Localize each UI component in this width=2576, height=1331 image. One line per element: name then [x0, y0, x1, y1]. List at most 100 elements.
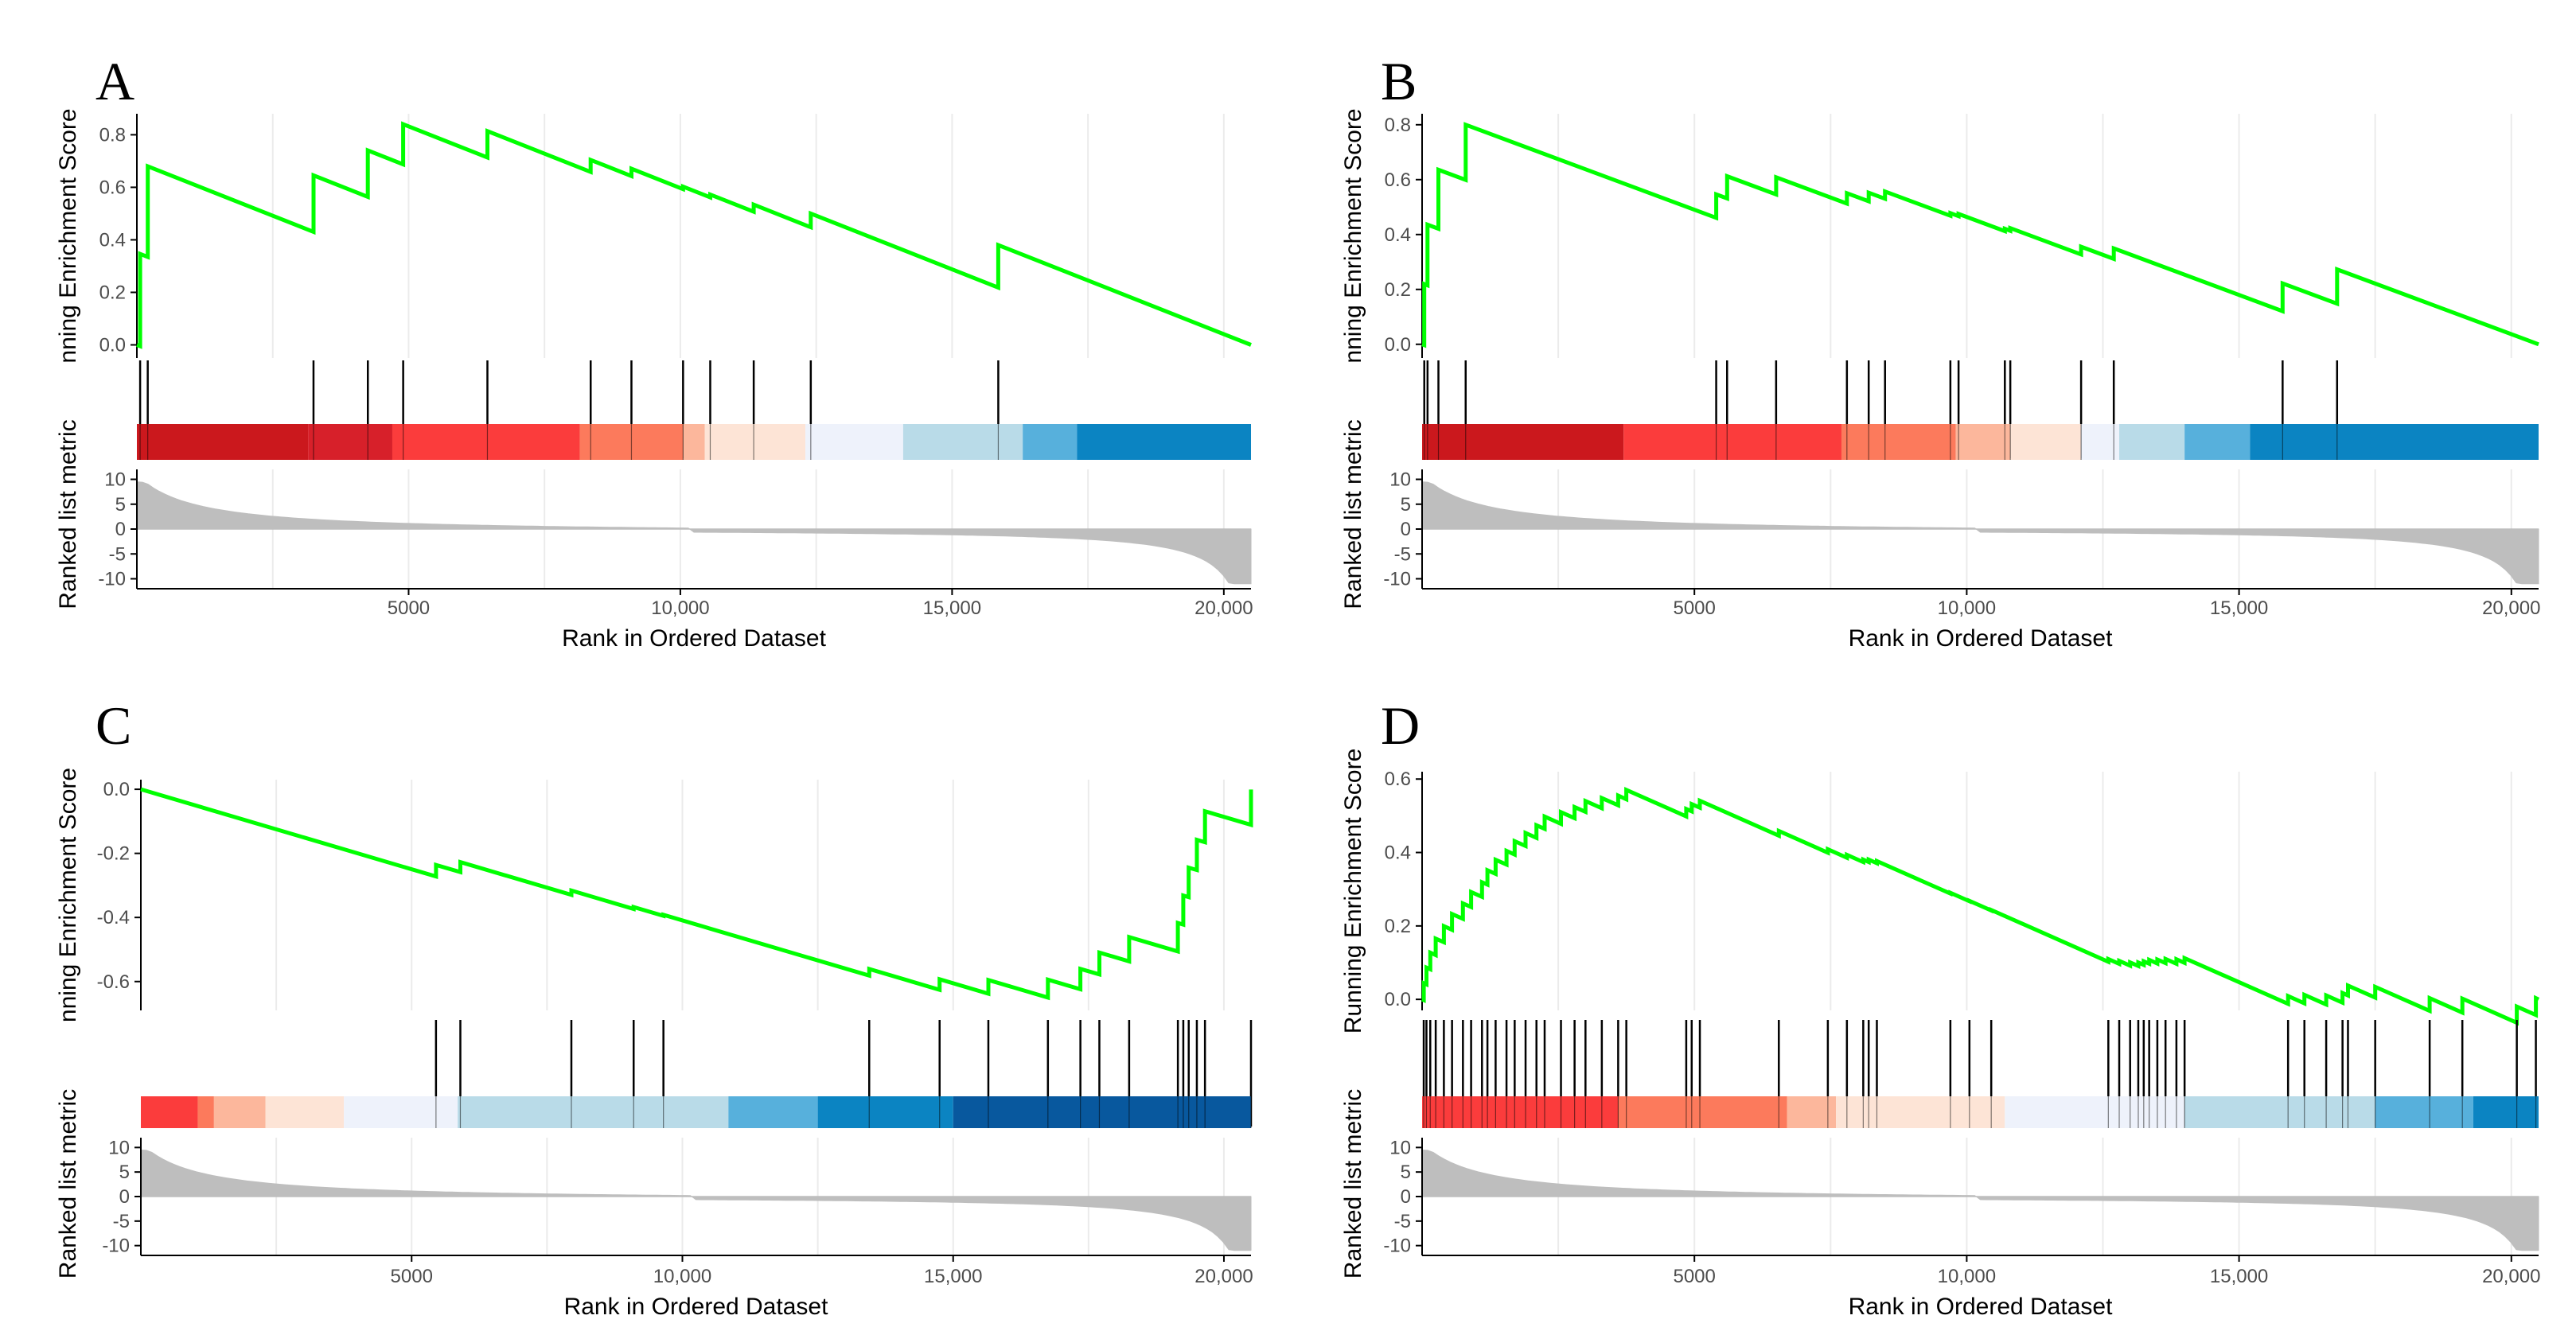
rank-y-tick-label: 5	[1401, 494, 1411, 516]
x-tick-label: 15,000	[2210, 1266, 2268, 1287]
rank-y-axis-title: Ranked list metric	[1340, 1089, 1366, 1278]
x-tick-label: 5000	[388, 597, 430, 619]
color-bar-segment	[265, 1096, 345, 1128]
x-tick-label: 15,000	[2210, 597, 2268, 619]
es-y-tick-label: 0.2	[99, 282, 126, 303]
color-bar-segment	[817, 1096, 953, 1128]
x-tick-label: 15,000	[923, 597, 981, 619]
color-bar-segment	[2010, 424, 2082, 460]
ranked-list-area	[1421, 481, 2539, 585]
x-tick-label: 10,000	[1938, 1266, 1996, 1287]
rank-y-axis-title: Ranked list metric	[1340, 419, 1366, 609]
es-y-tick-label: 0.2	[1385, 916, 1411, 937]
color-bar-segment	[953, 1096, 1251, 1128]
es-y-tick-label: 0.6	[1385, 769, 1411, 790]
color-bar-segment	[2119, 424, 2185, 460]
rank-y-tick-label: -5	[113, 1211, 130, 1232]
panel-c: C 0.0 -0.2 -0.4 -0.6 nning Enrichment Score 10…	[55, 695, 1253, 1320]
ranked-list-area	[136, 481, 1252, 585]
color-bar-segment	[805, 424, 903, 460]
x-tick-label: 10,000	[1938, 597, 1996, 619]
x-tick-label: 20,000	[1194, 597, 1253, 619]
color-bar-segment	[1422, 1096, 1619, 1128]
panel-d: D 0.0 0.2 0.4 0.6 Running Enrichment Score 10 5…	[1340, 695, 2540, 1320]
es-y-tick-label: 0.6	[99, 177, 126, 198]
rank-y-tick-label: 0	[119, 1186, 130, 1208]
rank-y-tick-label: 0	[115, 519, 126, 540]
rank-y-tick-label: -5	[1394, 1211, 1411, 1232]
color-bar-segment	[2250, 424, 2539, 460]
es-y-tick-label: 0.6	[1385, 169, 1411, 191]
es-y-tick-label: 0.4	[1385, 224, 1411, 246]
color-bar-segment	[2184, 424, 2251, 460]
es-y-axis-title: nning Enrichment Score	[55, 768, 81, 1022]
enrichment-score-line	[140, 787, 1253, 1001]
es-y-tick-label: 0.4	[1385, 843, 1411, 864]
rank-y-axis-title: Ranked list metric	[55, 419, 81, 609]
color-bar-segment	[1841, 424, 1956, 460]
color-bar-segment	[141, 1096, 198, 1128]
rank-y-tick-label: -10	[98, 569, 126, 590]
enrichment-score-line	[1421, 122, 2539, 348]
color-bar-segment	[458, 1096, 729, 1128]
x-tick-label: 10,000	[651, 597, 709, 619]
es-y-axis-title: Running Enrichment Score	[1340, 749, 1366, 1034]
ranked-list-area	[1421, 1149, 2539, 1251]
color-bar-segment	[2005, 1096, 2185, 1128]
color-bar-segment	[1077, 424, 1251, 460]
es-y-tick-label: -0.2	[97, 843, 130, 865]
es-y-tick-label: -0.4	[97, 907, 130, 928]
color-bar-segment	[1023, 424, 1078, 460]
es-y-tick-label: -0.6	[97, 971, 130, 993]
es-y-tick-label: 0.8	[99, 124, 126, 146]
es-y-tick-label: 0.0	[1385, 989, 1411, 1010]
rank-y-tick-label: 10	[108, 1137, 130, 1158]
color-bar-segment	[1955, 424, 2011, 460]
rank-y-tick-label: -10	[1383, 1236, 1411, 1257]
x-tick-label: 5000	[391, 1266, 433, 1287]
color-bar-segment	[1422, 424, 1624, 460]
color-bar-segment	[1836, 1096, 2005, 1128]
x-axis-title: Rank in Ordered Dataset	[1849, 625, 2113, 652]
color-bar-segment	[308, 424, 392, 460]
x-tick-label: 20,000	[2482, 1266, 2540, 1287]
rank-y-tick-label: 10	[104, 469, 126, 491]
color-bar-segment	[2081, 424, 2120, 460]
x-axis-title: Rank in Ordered Dataset	[562, 625, 826, 652]
panel-b: B 0.0 0.2 0.4 0.6 0.8 nning Enrichment Score 10…	[1340, 51, 2540, 652]
rank-y-tick-label: -10	[1383, 569, 1411, 590]
rank-y-tick-label: -10	[102, 1236, 130, 1257]
es-y-axis-title: nning Enrichment Score	[1340, 108, 1366, 363]
rank-y-tick-label: -5	[1394, 543, 1411, 565]
x-tick-label: 15,000	[924, 1266, 982, 1287]
rank-y-tick-label: 5	[115, 494, 126, 516]
x-axis-title: Rank in Ordered Dataset	[1849, 1294, 2113, 1320]
x-tick-label: 5000	[1673, 1266, 1715, 1287]
color-bar-segment	[2184, 1096, 2375, 1128]
es-y-tick-label: 0.0	[103, 779, 130, 800]
x-axis-title: Rank in Ordered Dataset	[564, 1294, 828, 1320]
es-y-axis-title: nning Enrichment Score	[55, 108, 81, 363]
color-bar-segment	[1618, 1096, 1787, 1128]
rank-y-tick-label: 10	[1389, 1137, 1411, 1158]
color-bar-segment	[213, 1096, 266, 1128]
x-tick-label: 20,000	[1194, 1266, 1253, 1287]
es-y-tick-label: 0.8	[1385, 115, 1411, 136]
panel-a: A 0.0 0.2 0.4 0.6 0.8 nning Enrichment Score 10…	[55, 51, 1253, 652]
rank-y-axis-title: Ranked list metric	[55, 1089, 81, 1278]
es-y-tick-label: 0.0	[1385, 334, 1411, 356]
x-tick-label: 20,000	[2482, 597, 2540, 619]
panel-letter: B	[1381, 51, 1417, 111]
color-bar-segment	[728, 1096, 818, 1128]
es-y-tick-label: 0.2	[1385, 279, 1411, 301]
enrichment-score-line	[136, 121, 1252, 349]
color-bar-segment	[1623, 424, 1841, 460]
rank-y-tick-label: 5	[1401, 1162, 1411, 1183]
rank-y-tick-label: 0	[1401, 519, 1411, 540]
ranked-list-area	[140, 1149, 1252, 1251]
color-bar-segment	[2375, 1096, 2473, 1128]
color-bar-segment	[197, 1096, 214, 1128]
color-bar-segment	[704, 424, 805, 460]
rank-y-tick-label: 5	[119, 1162, 130, 1183]
